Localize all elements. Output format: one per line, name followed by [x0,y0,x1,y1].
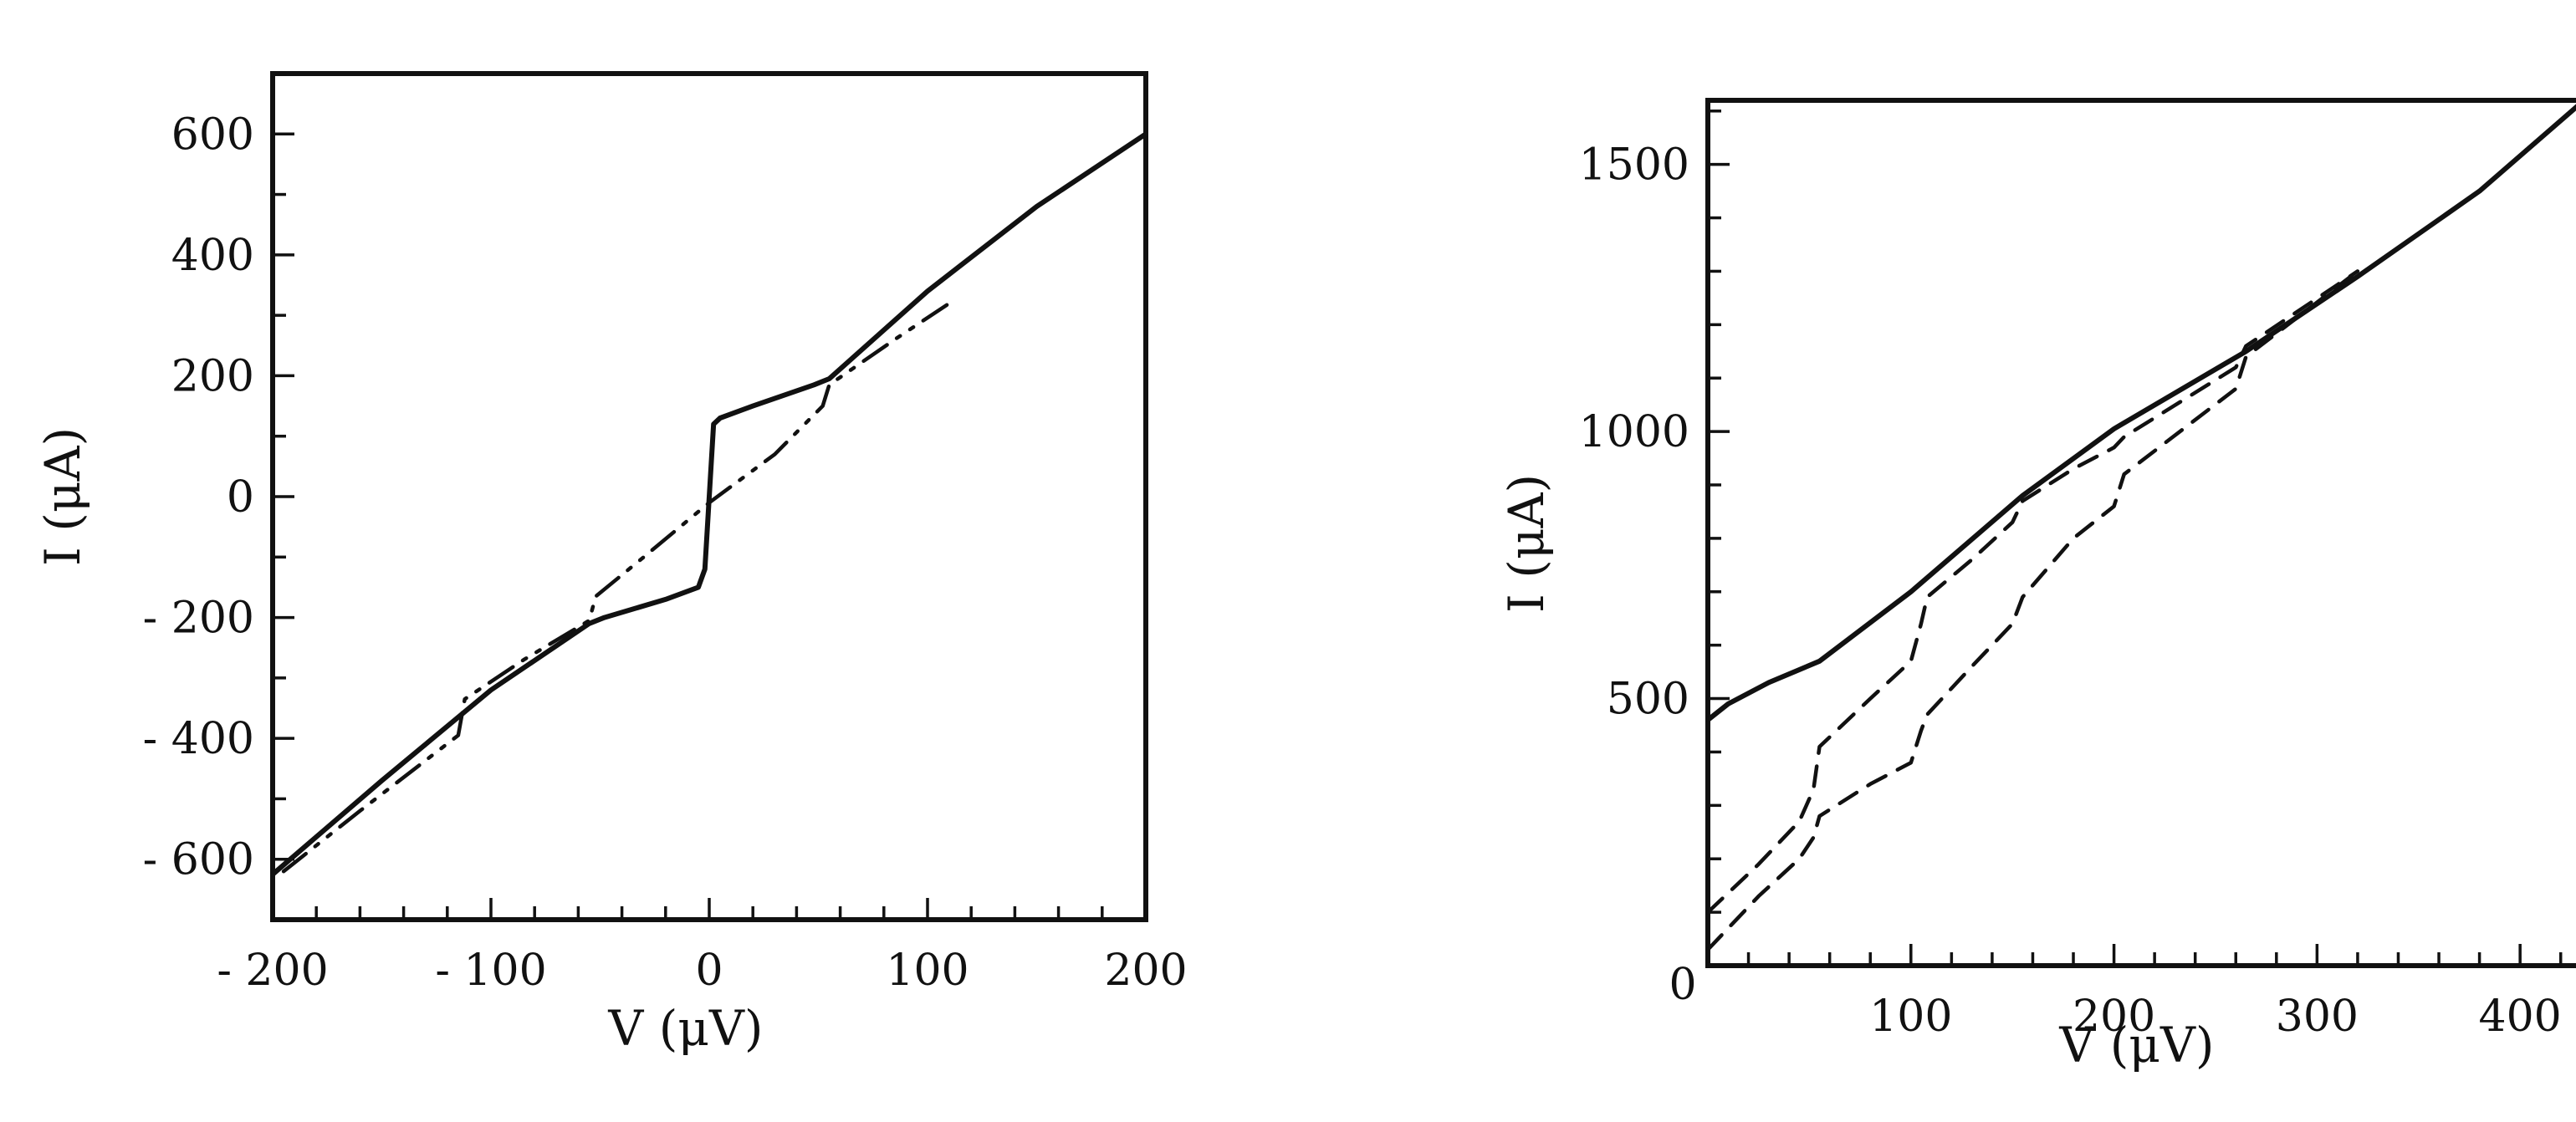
series-dash-dot-dot-line-2 [281,301,952,874]
x-tick-label: 300 [2276,992,2359,1042]
y-tick-label: 1500 [1579,140,1689,191]
x-tick-label: 100 [886,946,969,996]
y-tick-label: 400 [171,231,254,281]
x-tick-label: 400 [2479,992,2562,1042]
plot-frame [1705,98,2576,968]
y-axis-label: I (μA) [1498,474,1555,613]
y-tick-label: 500 [1607,675,1689,725]
x-tick-label: 0 [695,946,723,996]
y-tick-label: 600 [171,110,254,160]
series-dashed-line-2 [1705,269,2360,915]
y-tick-label: - 200 [143,594,254,644]
y-axis-label: I (μA) [34,427,91,566]
origin-label: 0 [1669,960,1696,1010]
y-tick-label: 0 [227,472,254,523]
series-solid-line-1 [270,131,1148,877]
x-tick-label: - 100 [435,946,546,996]
x-axis-label: V (μV) [607,1000,763,1057]
x-axis-label: V (μV) [2058,1017,2214,1074]
y-tick-label: 1000 [1579,407,1689,457]
x-tick-label: 200 [2073,992,2155,1042]
y-tick-label: - 600 [143,835,254,885]
y-tick-label: 200 [171,351,254,401]
series-solid-line-1 [1705,104,2576,723]
x-tick-label: 100 [1869,992,1952,1042]
y-tick-label: - 400 [143,714,254,764]
x-tick-label: 200 [1104,946,1187,996]
x-tick-label: - 200 [217,946,328,996]
right-iv-chart: 100 200 300 400 500 1000 1500 0 V (μV) I (μA) [1498,98,2576,1074]
left-iv-chart: - 200 - 100 0 100 200 - 600 - 400 - 200 0 200 400 6… [34,71,1188,1057]
series-dashed-line-3 [1705,269,2360,952]
